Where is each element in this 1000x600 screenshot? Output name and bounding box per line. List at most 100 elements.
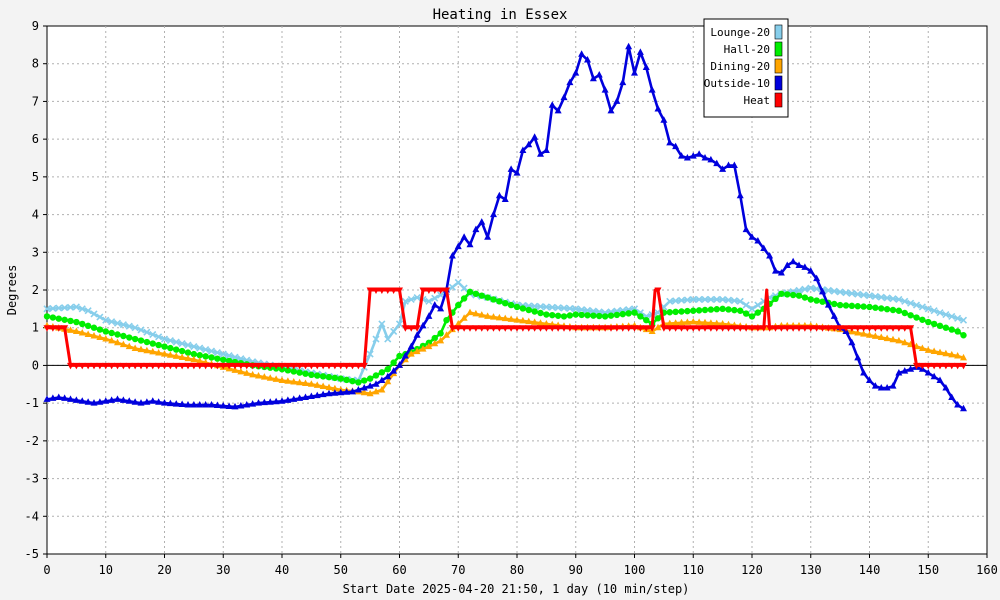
data-point: [713, 325, 721, 332]
data-point: [126, 334, 133, 341]
data-point: [578, 306, 586, 314]
data-point: [131, 362, 139, 370]
data-point: [307, 380, 315, 387]
data-point: [731, 306, 738, 314]
y-tick-label: 8: [32, 57, 39, 71]
x-tick-label: 60: [392, 563, 406, 577]
data-point: [172, 362, 180, 370]
data-point: [396, 361, 403, 368]
data-point: [102, 335, 110, 342]
data-point: [554, 325, 562, 332]
data-point: [719, 325, 727, 332]
data-point: [924, 305, 932, 313]
data-point: [90, 332, 98, 339]
data-point: [190, 355, 198, 363]
data-point: [907, 312, 914, 319]
data-point: [531, 308, 538, 315]
data-point: [860, 291, 868, 299]
data-point: [143, 346, 151, 354]
data-point: [936, 376, 944, 384]
data-point: [113, 319, 122, 327]
data-point: [284, 362, 292, 370]
data-point: [443, 287, 450, 294]
data-point: [807, 284, 815, 292]
data-point: [278, 376, 286, 384]
data-point: [213, 362, 221, 370]
data-point: [631, 309, 638, 316]
data-point: [372, 387, 380, 395]
data-point: [184, 341, 192, 349]
data-point: [490, 296, 497, 303]
data-point: [155, 398, 163, 405]
data-point: [231, 362, 239, 370]
data-point: [384, 287, 392, 294]
data-point: [284, 396, 292, 403]
data-point: [255, 399, 262, 406]
data-point: [437, 287, 445, 294]
data-point: [654, 287, 662, 294]
data-point: [907, 325, 915, 332]
data-point: [960, 353, 967, 361]
data-point: [678, 318, 685, 326]
data-point: [484, 233, 492, 240]
data-point: [842, 302, 850, 309]
data-point: [249, 370, 257, 378]
data-point: [161, 350, 168, 357]
data-point: [49, 325, 57, 332]
data-point: [349, 377, 356, 385]
data-point: [366, 389, 374, 397]
data-point: [495, 325, 503, 332]
data-point: [67, 362, 74, 370]
data-point: [507, 165, 515, 172]
data-point: [119, 396, 127, 403]
data-point: [560, 325, 568, 332]
data-point: [384, 366, 391, 373]
data-point: [901, 338, 909, 346]
data-point: [119, 340, 127, 348]
data-point: [954, 401, 962, 408]
data-point: [678, 152, 685, 159]
data-point: [325, 373, 333, 381]
data-point: [114, 362, 121, 370]
data-point: [178, 347, 186, 355]
data-point: [572, 305, 580, 313]
data-point: [202, 401, 210, 408]
data-point: [695, 325, 703, 332]
data-point: [742, 225, 750, 233]
data-point: [419, 345, 427, 352]
data-point: [666, 325, 674, 332]
data-point: [948, 326, 955, 333]
data-point: [484, 294, 491, 301]
data-point: [930, 347, 938, 354]
data-point: [560, 313, 568, 320]
data-point: [72, 327, 80, 334]
y-tick-label: 5: [32, 170, 39, 184]
data-point: [108, 336, 116, 344]
data-point: [395, 320, 404, 328]
data-point: [67, 317, 74, 325]
data-point: [249, 400, 257, 407]
data-point: [666, 138, 674, 146]
legend-label: Dining-20: [710, 60, 770, 73]
data-point: [149, 340, 156, 347]
data-point: [378, 385, 386, 393]
legend-box: [703, 18, 789, 118]
data-point: [866, 325, 873, 332]
data-point: [131, 324, 139, 332]
data-point: [760, 244, 768, 252]
data-point: [583, 306, 592, 314]
data-point: [137, 337, 145, 344]
y-tick-label: 0: [32, 358, 39, 372]
data-point: [930, 307, 938, 315]
x-tick-label: 50: [334, 563, 348, 577]
data-point: [343, 376, 350, 384]
data-point: [642, 63, 650, 70]
data-point: [625, 42, 633, 50]
data-point: [766, 325, 774, 332]
data-point: [266, 362, 274, 370]
data-point: [401, 352, 409, 359]
data-point: [636, 325, 644, 332]
data-point: [701, 306, 709, 314]
data-point: [137, 362, 145, 370]
data-point: [936, 309, 944, 317]
